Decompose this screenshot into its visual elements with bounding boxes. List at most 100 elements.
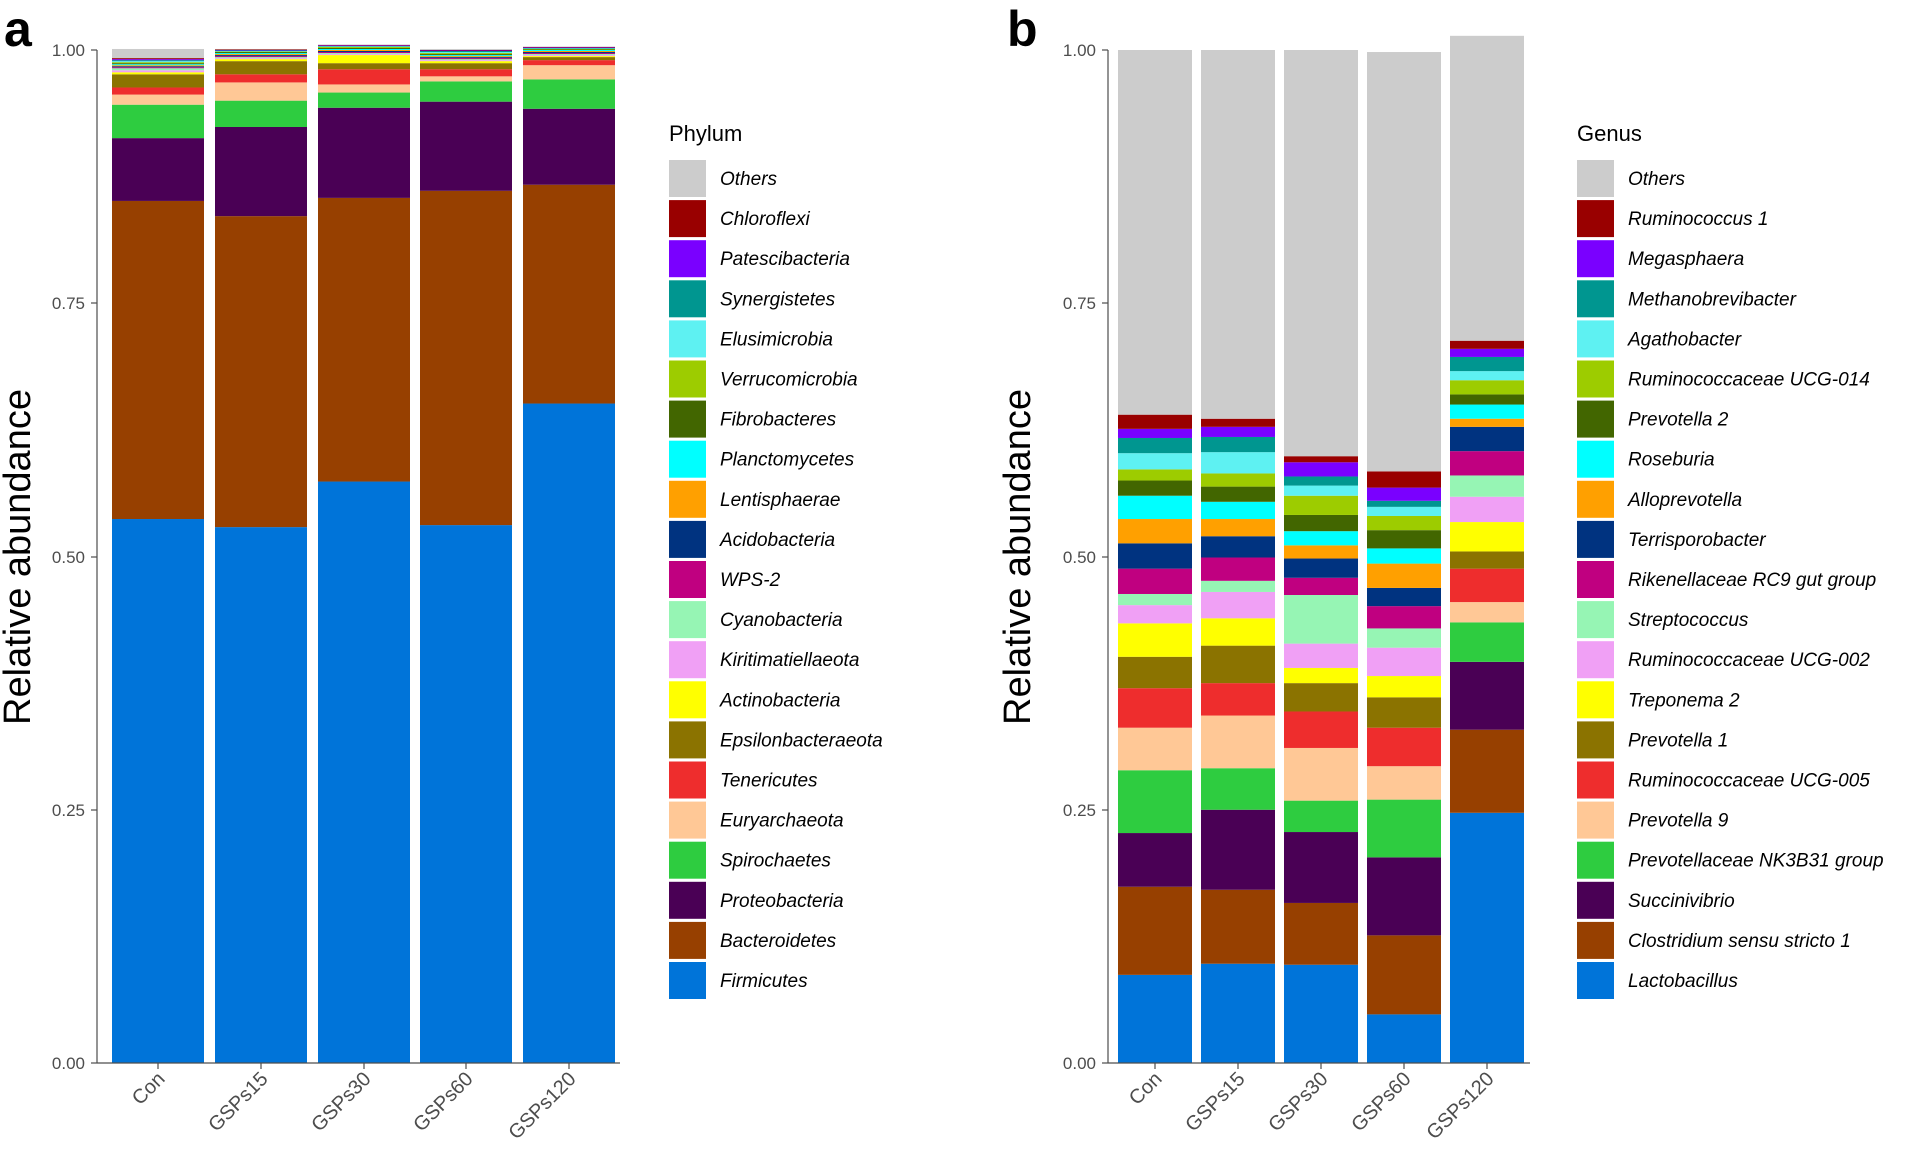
panel-a-legend-key bbox=[669, 400, 706, 438]
panel-a-bar-segment bbox=[318, 44, 410, 45]
panel-b-bar-segment bbox=[1367, 587, 1441, 607]
panel-b-bar-segment bbox=[1201, 486, 1275, 502]
panel-a-x-axis: Con GSPs15 GSPs30 GSPs60 GSPs120 bbox=[97, 1062, 620, 1144]
panel-b-legend-key bbox=[1577, 841, 1614, 879]
panel-a-bar-segment bbox=[420, 81, 512, 102]
panel-a-bar-segment bbox=[112, 72, 204, 75]
panel-a-legend-label: Planctomycetes bbox=[720, 450, 855, 471]
panel-a-bar-segment bbox=[112, 138, 204, 201]
panel-a-bar-segment bbox=[420, 48, 512, 50]
panel-a-bar-segment bbox=[112, 63, 204, 65]
panel-b-bar-segment bbox=[1450, 551, 1524, 569]
panel-b-bar-segment bbox=[1201, 426, 1275, 437]
panel-a-bar-segment bbox=[318, 48, 410, 50]
panel-a-bar-segment bbox=[318, 55, 410, 64]
panel-b-bar-segment bbox=[1367, 515, 1441, 531]
panel-b-legend: Genus Others Ruminococcus 1 Megasphaera Met… bbox=[1577, 121, 1884, 999]
panel-b-legend-label: Treponema 2 bbox=[1628, 690, 1740, 711]
panel-a-legend-label: Chloroflexi bbox=[720, 209, 811, 230]
panel-a-legend-label: Acidobacteria bbox=[719, 530, 835, 551]
panel-a-bar-segment bbox=[523, 403, 615, 1063]
panel-b-bar-segment bbox=[1450, 35, 1524, 341]
panel-b-bar-segment bbox=[1367, 506, 1441, 516]
panel-b-bar-segment bbox=[1118, 495, 1192, 520]
panel-a-legend-label: Cyanobacteria bbox=[720, 610, 843, 631]
panel-a-bar-segment bbox=[215, 126, 307, 217]
panel-b-bar-segment bbox=[1284, 558, 1358, 578]
panel-b-legend-key bbox=[1577, 160, 1614, 197]
panel-a-bar-segment bbox=[215, 49, 307, 50]
panel-a-bar-segment bbox=[420, 56, 512, 58]
panel-a-bar-segment bbox=[318, 45, 410, 47]
panel-b-xtick-label: GSPs120 bbox=[1422, 1068, 1498, 1144]
panel-a-bar-segment bbox=[523, 53, 615, 55]
panel-a-bar-segment bbox=[523, 47, 615, 48]
panel-a-legend-key bbox=[669, 240, 706, 278]
panel-a-bar-segment bbox=[112, 74, 204, 88]
panel-a-letter: a bbox=[4, 1, 33, 57]
panel-a-bar-segment bbox=[523, 47, 615, 49]
panel-a-bar-segment bbox=[420, 190, 512, 526]
panel-a-bar-segment bbox=[523, 54, 615, 56]
panel-b-bar-segment bbox=[1201, 683, 1275, 716]
panel-b-bar-segment bbox=[1450, 371, 1524, 381]
panel-b-legend-key bbox=[1577, 801, 1614, 839]
panel-a-bar-segment bbox=[420, 76, 512, 82]
panel-b-legend-key bbox=[1577, 400, 1614, 438]
panel-a-ytick: 0.00 bbox=[52, 1054, 85, 1073]
panel-a-bar-segment bbox=[523, 56, 615, 58]
panel-a-bar-segment bbox=[215, 216, 307, 528]
panel-b-legend-label: Streptococcus bbox=[1628, 610, 1749, 631]
panel-b-bar-segment bbox=[1367, 766, 1441, 800]
panel-b-bar-segment bbox=[1118, 414, 1192, 429]
panel-a-legend-label: Synergistetes bbox=[720, 289, 836, 310]
panel-b-bar-segment bbox=[1450, 568, 1524, 603]
panel-b-ytick: 0.75 bbox=[1063, 294, 1096, 313]
panel-b-bar-segment bbox=[1284, 531, 1358, 546]
panel-a-bar-segment bbox=[112, 104, 204, 139]
panel-a-bar-segment bbox=[215, 527, 307, 1063]
panel-a-legend-label: WPS-2 bbox=[720, 570, 781, 591]
panel-b-legend-label: Roseburia bbox=[1628, 450, 1715, 471]
panel-b-bar-segment bbox=[1367, 1014, 1441, 1063]
panel-b-legend-label: Prevotella 1 bbox=[1628, 730, 1728, 751]
panel-b-bar-segment bbox=[1201, 418, 1275, 427]
panel-a-bar-segment bbox=[523, 184, 615, 404]
panel-b-legend-label: Clostridium sensu stricto 1 bbox=[1628, 931, 1851, 952]
panel-b-bar-segment bbox=[1284, 545, 1358, 559]
panel-b: b Relative abundance 0.00 0.25 0.50 0.75… bbox=[997, 1, 1884, 1144]
panel-b-legend-label: Terrisporobacter bbox=[1628, 530, 1766, 551]
panel-b-bar-segment bbox=[1284, 832, 1358, 903]
panel-b-bar-segment bbox=[1450, 426, 1524, 452]
panel-a-bar-segment bbox=[112, 66, 204, 68]
panel-b-bar-segment bbox=[1450, 496, 1524, 523]
panel-a-legend-label: Epsilonbacteraeota bbox=[720, 730, 883, 751]
panel-a-bar-segment bbox=[112, 87, 204, 95]
panel-a-legend-key bbox=[669, 881, 706, 919]
panel-b-legend-label: Prevotellaceae NK3B31 group bbox=[1628, 851, 1884, 872]
panel-b-bar-segment bbox=[1201, 715, 1275, 769]
panel-a-bar-segment bbox=[523, 51, 615, 53]
panel-a-bar-segment bbox=[215, 51, 307, 53]
panel-b-xtick-label: GSPs30 bbox=[1264, 1068, 1332, 1136]
panel-b-bar-segment bbox=[1367, 727, 1441, 767]
panel-a-legend-key bbox=[669, 921, 706, 959]
panel-a-bar-segment bbox=[215, 52, 307, 54]
panel-b-bar-segment bbox=[1450, 340, 1524, 349]
panel-a-bar-segment bbox=[112, 58, 204, 60]
panel-a-bar-segment bbox=[318, 63, 410, 70]
panel-a-bar-segment bbox=[215, 56, 307, 58]
panel-b-bar-segment bbox=[1201, 645, 1275, 684]
panel-b-bar-segment bbox=[1201, 557, 1275, 581]
panel-a-legend-key bbox=[669, 280, 706, 318]
panel-a-bar-segment bbox=[523, 57, 615, 61]
panel-b-bar-segment bbox=[1284, 683, 1358, 712]
panel-a-bar-segment bbox=[318, 46, 410, 47]
panel-a-bar-segment bbox=[420, 58, 512, 60]
panel-a-bar-segment bbox=[112, 200, 204, 520]
panel-b-legend-key bbox=[1577, 320, 1614, 358]
panel-b-legend-label: Agathobacter bbox=[1627, 329, 1742, 350]
panel-a-bar-segment bbox=[215, 57, 307, 59]
panel-b-bar-segment bbox=[1201, 591, 1275, 619]
panel-b-legend-label: Methanobrevibacter bbox=[1628, 289, 1797, 310]
